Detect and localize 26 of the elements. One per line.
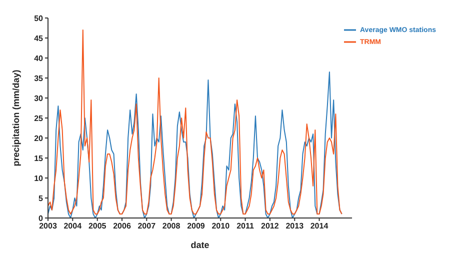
y-tick-label: 15 — [34, 154, 44, 163]
y-tick-label: 25 — [34, 114, 44, 123]
y-tick-label: 40 — [34, 54, 44, 63]
y-tick-label: 10 — [34, 174, 44, 183]
x-tick-label: 2010 — [212, 222, 230, 231]
line-series — [48, 30, 342, 214]
x-tick-label: 2013 — [286, 222, 304, 231]
x-tick-label: 2008 — [162, 222, 181, 231]
x-tick-label: 2012 — [261, 222, 280, 231]
x-tick-label: 2003 — [39, 222, 58, 231]
y-tick-label: 35 — [34, 74, 44, 83]
y-tick-label: 0 — [38, 214, 44, 223]
y-tick-label: 5 — [38, 194, 44, 203]
y-tick-label: 50 — [34, 14, 44, 23]
x-tick-label: 2011 — [236, 222, 255, 231]
x-axis-title: date — [190, 240, 210, 250]
y-tick-label: 30 — [34, 94, 44, 103]
y-tick-label: 20 — [34, 134, 44, 143]
y-tick-label: 45 — [34, 34, 44, 43]
x-tick-label: 2007 — [138, 222, 156, 231]
x-tick-label: 2009 — [187, 222, 206, 231]
x-tick-label: 2005 — [88, 222, 107, 231]
y-axis-title: precipitation (mm/day) — [11, 70, 22, 166]
x-tick-label: 2004 — [64, 222, 82, 231]
x-tick-label: 2006 — [113, 222, 132, 231]
x-tick-label: 2014 — [310, 222, 329, 231]
